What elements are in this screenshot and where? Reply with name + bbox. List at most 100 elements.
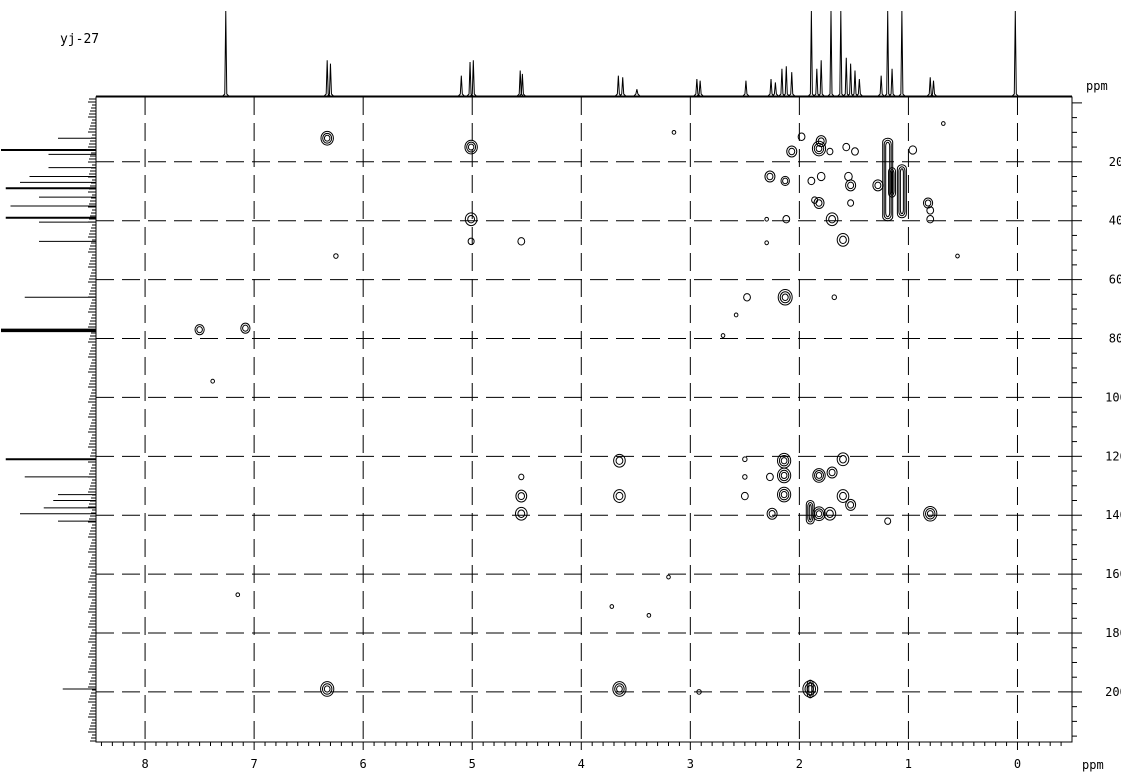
proton-peak (888, 68, 896, 97)
cross-peak (720, 333, 726, 338)
y-tick-label: 80 (1109, 332, 1121, 346)
cross-peak (742, 456, 748, 463)
contour-ring (814, 470, 824, 481)
contour-ring (323, 685, 331, 693)
proton-peak (813, 68, 821, 97)
contour-ring (764, 216, 769, 222)
contour-ring (733, 312, 739, 318)
contour-ring (955, 253, 960, 259)
y-tick-label: 60 (1109, 273, 1121, 287)
x-tick-label: 7 (251, 757, 258, 771)
cross-peak (646, 612, 652, 618)
cross-peak (210, 378, 215, 384)
cross-peak (766, 472, 774, 482)
proton-peak (930, 80, 937, 97)
contour-ring (333, 253, 339, 259)
cross-peak (320, 130, 334, 146)
x-tick-label: 8 (141, 757, 148, 771)
contour-ring (464, 212, 478, 227)
contour-ring (826, 147, 834, 156)
contour-ring (874, 181, 882, 190)
contour-ring (899, 168, 904, 215)
contour-ring (808, 681, 813, 697)
contour-ring (320, 681, 335, 697)
cross-peak (786, 145, 798, 158)
y-tick-label: 20 (1109, 155, 1121, 169)
y-tick-label: 180 (1105, 626, 1121, 640)
contour-ring (242, 324, 249, 332)
cross-peak (764, 216, 769, 222)
contour-ring (888, 167, 897, 198)
contour-ring (782, 177, 789, 185)
proton-peak (327, 63, 334, 97)
cross-peak (836, 489, 850, 503)
cross-peak (813, 197, 825, 210)
cross-peak (825, 212, 839, 227)
cross-peak (797, 132, 806, 141)
contour-ring (842, 142, 851, 152)
contour-ring (196, 326, 203, 334)
cross-peak (807, 176, 816, 186)
chart-title: yj-27 (60, 32, 99, 47)
contour-ring (740, 491, 749, 501)
contour-ring (815, 199, 823, 207)
cross-peak (194, 324, 205, 336)
proton-peak (457, 75, 465, 97)
contour-ring (923, 505, 938, 522)
cross-peak (613, 489, 626, 503)
contour-ring (781, 293, 789, 302)
contour-ring (613, 453, 626, 468)
proton-peak (619, 77, 627, 97)
proton-peak (516, 70, 524, 97)
contour-ring (831, 294, 837, 301)
cross-peak (922, 197, 934, 209)
contour-ring (646, 612, 652, 618)
x-tick-label: 4 (578, 757, 585, 771)
contour-ring (839, 455, 847, 464)
cross-peak (823, 506, 837, 521)
cross-peak (612, 681, 627, 697)
proton-projection (96, 10, 1072, 97)
cross-peak (845, 179, 857, 192)
contour-ring (836, 489, 850, 503)
contour-ring (666, 574, 671, 580)
contour-ring (464, 139, 478, 155)
contour-ring (889, 169, 895, 196)
contour-ring (812, 468, 826, 483)
elongated-cross-peak (806, 679, 814, 699)
cross-peak (826, 466, 838, 479)
contour-ring (845, 498, 857, 511)
cross-peak (740, 491, 749, 501)
contour-ring (847, 181, 855, 190)
cross-peak (777, 289, 793, 306)
contour-ring (671, 129, 677, 135)
cross-peak (743, 293, 751, 302)
contour-ring (615, 491, 624, 501)
x-tick-label: 1 (905, 757, 912, 771)
contour-ring (896, 164, 907, 219)
proton-peak (222, 10, 230, 97)
contour-ring (802, 680, 819, 698)
contour-ring (797, 132, 806, 141)
cross-peak (872, 179, 884, 192)
contour-ring (778, 469, 790, 482)
proton-peak (742, 80, 750, 97)
contour-ring (815, 472, 823, 479)
contour-ring (926, 215, 935, 224)
cross-peak (812, 468, 826, 483)
contour-ring (777, 467, 792, 484)
proton-peak (851, 70, 859, 97)
contour-ring (743, 293, 751, 302)
contour-ring (467, 143, 475, 151)
contour-ring (517, 492, 525, 501)
contour-ring (779, 291, 791, 304)
y-tick-label: 200 (1105, 685, 1121, 699)
y-tick-label: 40 (1109, 214, 1121, 228)
cross-peak (782, 215, 791, 224)
contour-ring (780, 457, 788, 465)
contour-ring (517, 237, 526, 246)
cross-peak (847, 199, 855, 207)
plot-border (95, 96, 1073, 743)
contour-ring (720, 333, 726, 338)
